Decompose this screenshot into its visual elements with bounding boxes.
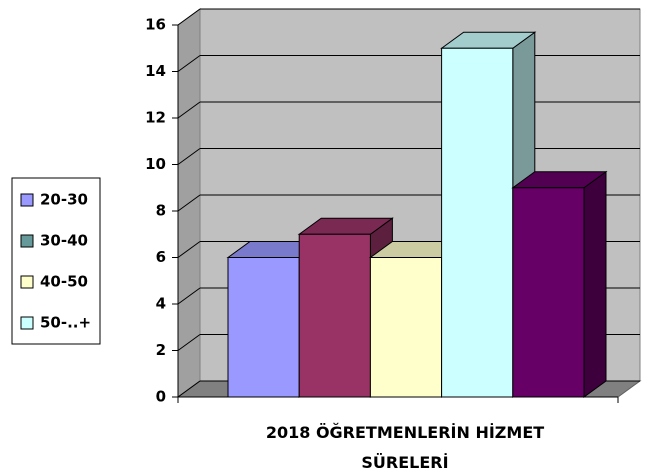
y-tick-label: 12 [145, 109, 166, 127]
bar [227, 257, 300, 398]
legend-label: 50-..+ [40, 314, 91, 332]
grid-line [177, 8, 201, 26]
grid-line [177, 334, 201, 351]
y-tick-label: 6 [156, 248, 166, 266]
legend-label: 20-30 [40, 191, 88, 209]
grid-line [177, 380, 201, 398]
bar-side [583, 170, 607, 398]
y-tick-label: 0 [156, 388, 166, 406]
grid-line [177, 241, 201, 258]
y-tick-label: 4 [156, 295, 166, 313]
legend-label: 30-40 [40, 232, 88, 250]
legend-label: 40-50 [40, 273, 88, 291]
legend-swatch [20, 193, 34, 207]
legend-swatch [20, 316, 34, 330]
bar [369, 257, 443, 398]
y-tick-label: 8 [156, 202, 166, 220]
legend-swatch [20, 275, 34, 289]
grid-line [177, 101, 201, 119]
grid-line [177, 287, 201, 305]
y-tick-label: 16 [145, 16, 166, 34]
bar [512, 187, 585, 398]
bar [298, 233, 371, 398]
y-tick-label: 14 [145, 62, 166, 80]
grid-line [177, 55, 201, 72]
bar [441, 47, 514, 398]
legend-swatch [20, 234, 34, 248]
x-axis-title: 2018 ÖĞRETMENLERİN HİZMET SÜRELERİ [265, 423, 545, 472]
y-tick-label: 2 [156, 341, 166, 359]
grid-line [177, 194, 201, 212]
grid-line [177, 148, 201, 165]
y-tick-label: 10 [145, 155, 166, 173]
